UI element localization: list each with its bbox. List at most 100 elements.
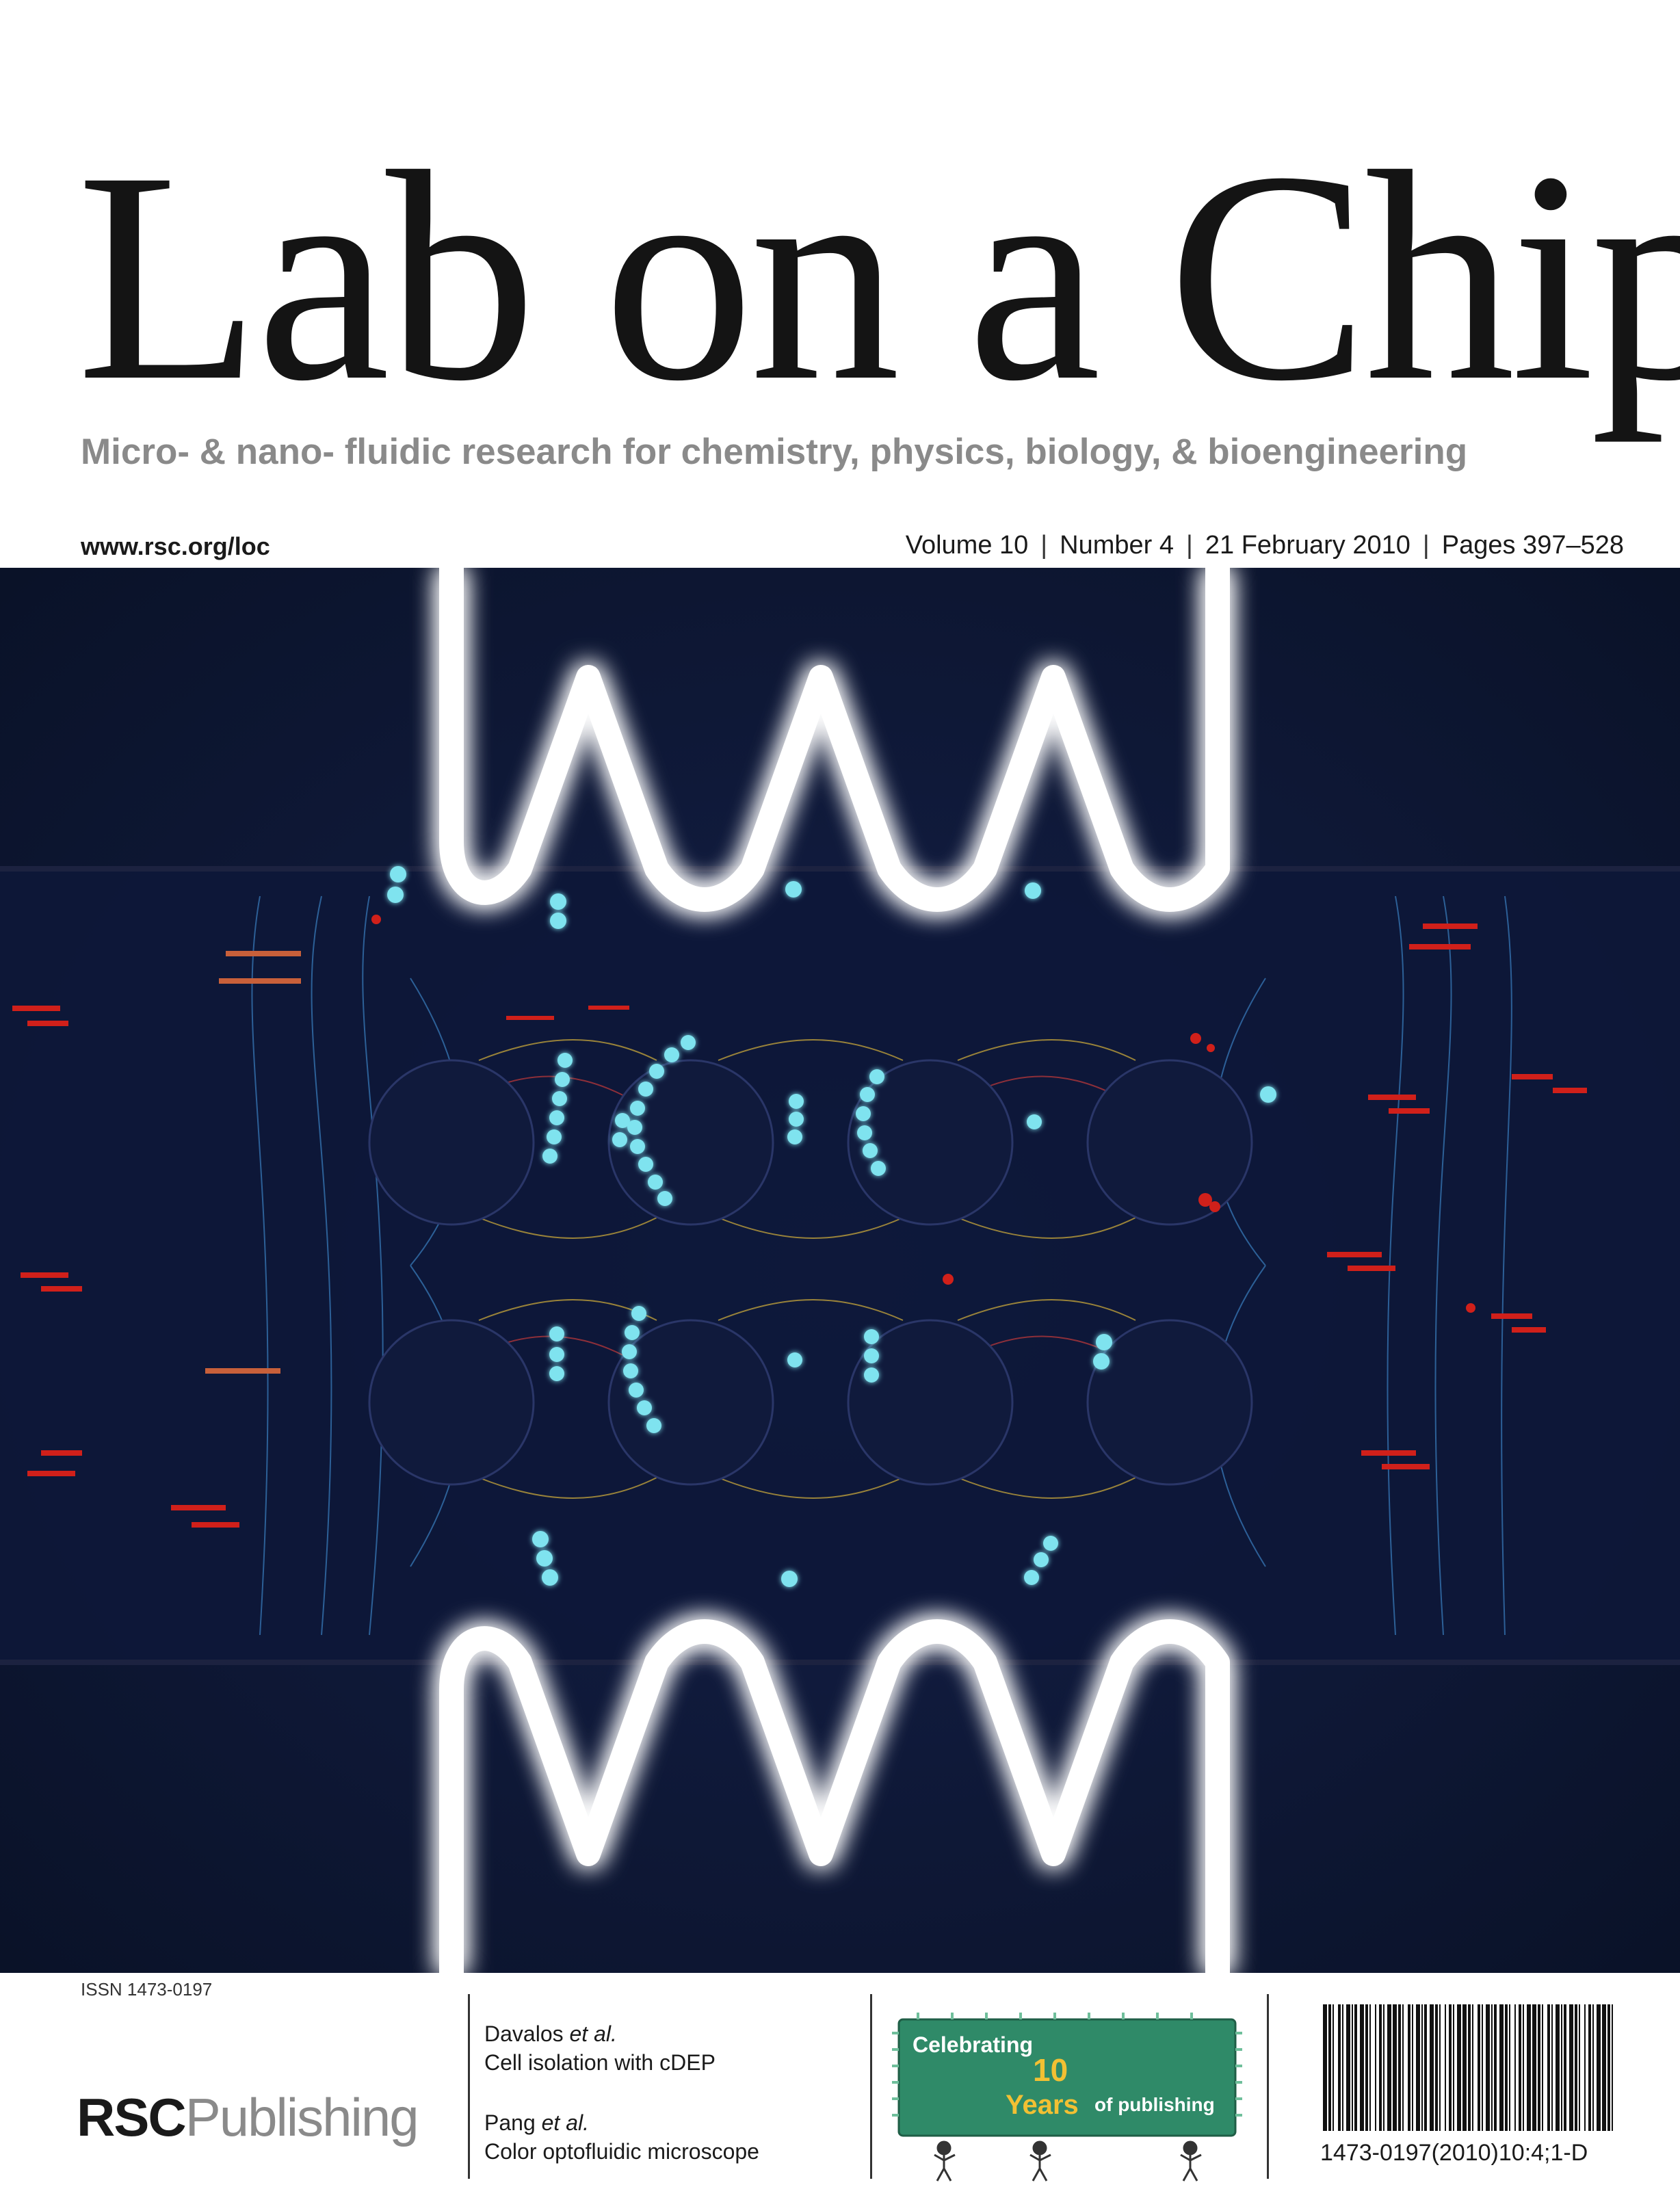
barcode-bar xyxy=(1421,2004,1423,2131)
barcode-bar xyxy=(1509,2004,1510,2131)
barcode-bar xyxy=(1472,2004,1473,2131)
barcode-bar xyxy=(1457,2004,1461,2131)
anniversary-graphic: Celebrating 10 Years of publishing xyxy=(892,2013,1242,2182)
barcode-bar xyxy=(1592,2004,1594,2131)
cover-image xyxy=(0,568,1680,1973)
barcode-bar xyxy=(1607,2004,1610,2131)
issue-separator: | xyxy=(1040,531,1048,560)
barcode-bar xyxy=(1482,2004,1483,2131)
barcode-bar xyxy=(1462,2004,1467,2131)
barcode-bar xyxy=(1323,2004,1327,2131)
article-1-author[interactable]: Davalos et al. xyxy=(484,2021,617,2047)
barcode-number: 1473-0197(2010)10:4;1-D xyxy=(1320,2140,1588,2166)
barcode-bar xyxy=(1584,2004,1586,2131)
barcode-bar xyxy=(1538,2004,1540,2131)
barcode-bar xyxy=(1486,2004,1490,2131)
barcode-bar xyxy=(1542,2004,1543,2131)
barcode-bar xyxy=(1393,2004,1397,2131)
barcode-bar xyxy=(1387,2004,1391,2131)
article-2-author-name: Pang xyxy=(484,2110,536,2135)
barcode-bar xyxy=(1561,2004,1562,2131)
barcode-bar xyxy=(1375,2004,1376,2131)
barcode-bar xyxy=(1449,2004,1452,2131)
pillar xyxy=(607,1319,774,1486)
barcode-bar xyxy=(1468,2004,1471,2131)
anniversary-banner: Celebrating 10 Years of publishing xyxy=(889,2004,1245,2189)
barcode-bar xyxy=(1453,2004,1454,2131)
barcode-bar xyxy=(1491,2004,1493,2131)
pillar xyxy=(847,1059,1014,1226)
barcode-bar xyxy=(1416,2004,1420,2131)
barcode-bar xyxy=(1435,2004,1438,2131)
barcode-bar xyxy=(1494,2004,1497,2131)
article-2-etal: et al. xyxy=(535,2110,589,2135)
footer-divider xyxy=(468,1994,470,2179)
anniversary-line3: of publishing xyxy=(1094,2094,1215,2115)
microfluidic-chip-illustration xyxy=(0,568,1680,1973)
barcode-bar xyxy=(1333,2004,1334,2131)
pillar xyxy=(1086,1319,1253,1486)
barcode-bars xyxy=(1323,2004,1613,2131)
barcode-bar xyxy=(1379,2004,1382,2131)
barcode-bar xyxy=(1551,2004,1553,2131)
barcode-bar xyxy=(1383,2004,1384,2131)
article-2-author[interactable]: Pang et al. xyxy=(484,2110,589,2136)
barcode xyxy=(1320,2004,1621,2131)
barcode-bar xyxy=(1556,2004,1560,2131)
pillar xyxy=(1086,1059,1253,1226)
barcode-bar xyxy=(1499,2004,1504,2131)
barcode-bar xyxy=(1569,2004,1573,2131)
issue-separator: | xyxy=(1186,531,1193,560)
footer-divider xyxy=(870,1994,872,2179)
article-2-title[interactable]: Color optofluidic microscope xyxy=(484,2139,759,2164)
issue-info: Volume 10 | Number 4 | 21 February 2010 … xyxy=(906,531,1624,560)
article-1-author-name: Davalos xyxy=(484,2021,564,2046)
barcode-bar xyxy=(1527,2004,1531,2131)
barcode-bar xyxy=(1402,2004,1404,2131)
bottom-electrode xyxy=(439,1619,1230,1973)
barcode-bar xyxy=(1575,2004,1577,2131)
barcode-bar xyxy=(1365,2004,1368,2131)
issn-label: ISSN 1473-0197 xyxy=(81,1979,213,2000)
barcode-bar xyxy=(1505,2004,1508,2131)
journal-title: Lab on a Chip xyxy=(77,110,1680,443)
barcode-bar xyxy=(1398,2004,1401,2131)
barcode-bar xyxy=(1579,2004,1580,2131)
barcode-bar xyxy=(1564,2004,1566,2131)
rsc-logo-bold: RSC xyxy=(77,2087,187,2147)
barcode-bar xyxy=(1612,2004,1613,2131)
barcode-bar xyxy=(1369,2004,1371,2131)
issue-pages: Pages 397–528 xyxy=(1441,531,1624,560)
pillar xyxy=(368,1319,535,1486)
barcode-bar xyxy=(1430,2004,1434,2131)
anniversary-number: 10 xyxy=(1033,2052,1068,2088)
pillars xyxy=(368,1059,1253,1486)
trapped-cells xyxy=(387,866,1276,1587)
field-lines xyxy=(251,895,1512,1636)
rsc-publishing-logo: RSCPublishing xyxy=(77,2086,419,2149)
journal-url[interactable]: www.rsc.org/loc xyxy=(81,532,270,560)
journal-subtitle: Micro- & nano- fluidic research for chem… xyxy=(81,432,1468,472)
rsc-logo-light: Publishing xyxy=(185,2087,419,2147)
article-1-title[interactable]: Cell isolation with cDEP xyxy=(484,2050,716,2075)
barcode-bar xyxy=(1338,2004,1341,2131)
barcode-bar xyxy=(1328,2004,1331,2131)
top-electrode xyxy=(439,568,1230,912)
channel-band xyxy=(0,869,1680,1662)
barcode-bar xyxy=(1352,2004,1353,2131)
barcode-bar xyxy=(1547,2004,1550,2131)
barcode-bar xyxy=(1360,2004,1364,2131)
barcode-bar xyxy=(1588,2004,1591,2131)
article-1-etal: et al. xyxy=(563,2021,617,2046)
barcode-bar xyxy=(1478,2004,1480,2131)
barcode-bar xyxy=(1342,2004,1343,2131)
board-studs xyxy=(892,2013,1242,2117)
barcode-bar xyxy=(1439,2004,1441,2131)
red-particles xyxy=(12,915,1587,1528)
issue-volume: Volume 10 xyxy=(905,531,1029,560)
barcode-bar xyxy=(1354,2004,1357,2131)
barcode-bar xyxy=(1424,2004,1427,2131)
barcode-bar xyxy=(1445,2004,1446,2131)
pillar xyxy=(847,1319,1014,1486)
barcode-bar xyxy=(1514,2004,1516,2131)
